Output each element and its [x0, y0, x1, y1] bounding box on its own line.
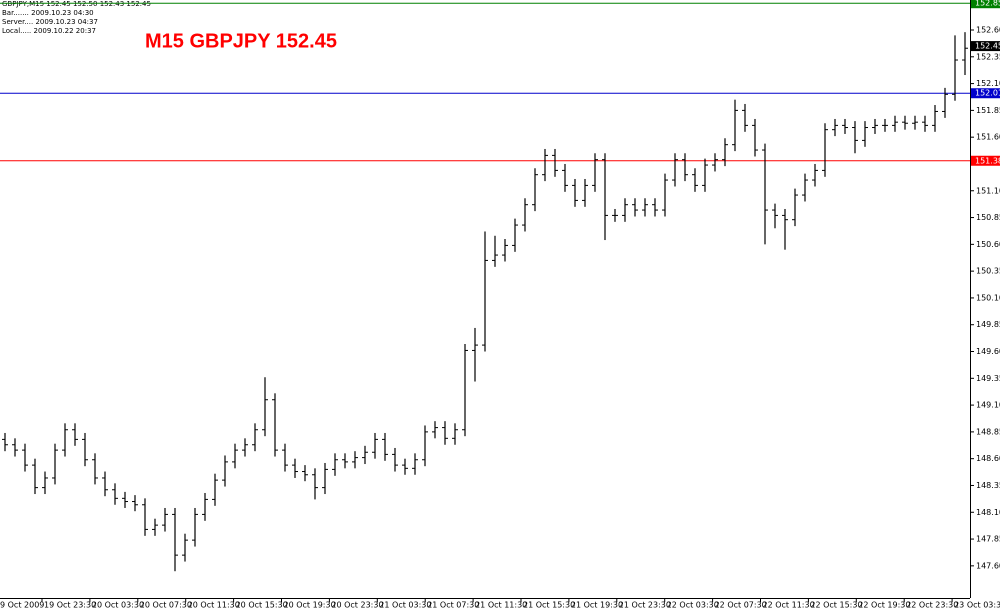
x-tick-label: 22 Oct 07:30: [715, 601, 767, 610]
x-tick-label: 21 Oct 07:30: [427, 601, 479, 610]
x-tick-label: 22 Oct 15:30: [810, 601, 862, 610]
x-tick-label: 9 Oct 2009: [0, 601, 44, 610]
y-tick-label: 148.60: [976, 454, 1000, 463]
info-line: GBPJPY,M15 152.45 152.50 152.43 152.45: [2, 0, 151, 8]
y-tick-label: 149.85: [976, 320, 1000, 329]
y-tick-label: 147.60: [976, 561, 1000, 570]
x-tick-label: 20 Oct 19:30: [284, 601, 336, 610]
x-tick-label: 22 Oct 03:30: [667, 601, 719, 610]
info-line: Local..... 2009.10.22 20:37: [2, 27, 96, 35]
x-tick-label: 22 Oct 23:30: [906, 601, 958, 610]
y-tick-label: 150.60: [976, 240, 1000, 249]
x-tick-label: 21 Oct 03:30: [379, 601, 431, 610]
info-line: Server.... 2009.10.23 04:37: [2, 18, 98, 26]
level-label: 151.38: [975, 156, 1000, 165]
level-label-box: [971, 88, 1000, 99]
level-label: 152.85: [975, 0, 1000, 8]
x-tick-label: 21 Oct 19:30: [571, 601, 623, 610]
chart-title: M15 GBPJPY 152.45: [145, 30, 337, 52]
level-label: 152.01: [975, 89, 1000, 98]
y-tick-label: 150.35: [976, 267, 1000, 276]
x-tick-label: 21 Oct 15:30: [523, 601, 575, 610]
x-tick-label: 23 Oct 03:30: [954, 601, 1000, 610]
x-tick-label: 21 Oct 11:30: [475, 601, 527, 610]
y-tick-label: 148.10: [976, 508, 1000, 517]
y-tick-label: 148.35: [976, 481, 1000, 490]
y-tick-label: 149.60: [976, 347, 1000, 356]
current-price-box: [971, 41, 1000, 52]
y-tick-label: 152.10: [976, 79, 1000, 88]
y-tick-label: 149.10: [976, 401, 1000, 410]
level-label-box: [971, 155, 1000, 166]
x-tick-label: 19 Oct 23:30: [44, 601, 96, 610]
x-tick-label: 20 Oct 03:30: [92, 601, 144, 610]
y-tick-label: 151.85: [976, 106, 1000, 115]
level-label-box: [971, 0, 1000, 9]
y-tick-label: 150.85: [976, 213, 1000, 222]
x-tick-label: 22 Oct 19:30: [858, 601, 910, 610]
current-price-label: 152.45: [975, 42, 1000, 51]
y-tick-label: 152.60: [976, 26, 1000, 35]
y-tick-label: 151.60: [976, 133, 1000, 142]
x-tick-label: 20 Oct 23:30: [331, 601, 383, 610]
x-tick-label: 22 Oct 11:30: [763, 601, 815, 610]
x-tick-label: 20 Oct 11:30: [188, 601, 240, 610]
y-tick-label: 151.10: [976, 186, 1000, 195]
x-tick-label: 20 Oct 07:30: [140, 601, 192, 610]
x-tick-label: 20 Oct 15:30: [236, 601, 288, 610]
y-tick-label: 147.85: [976, 535, 1000, 544]
y-tick-label: 152.35: [976, 52, 1000, 61]
x-tick-label: 21 Oct 23:30: [619, 601, 671, 610]
info-line: Bar....... 2009.10.23 04:30: [2, 9, 94, 17]
y-tick-label: 148.85: [976, 427, 1000, 436]
y-tick-label: 150.10: [976, 293, 1000, 302]
y-tick-label: 149.35: [976, 374, 1000, 383]
